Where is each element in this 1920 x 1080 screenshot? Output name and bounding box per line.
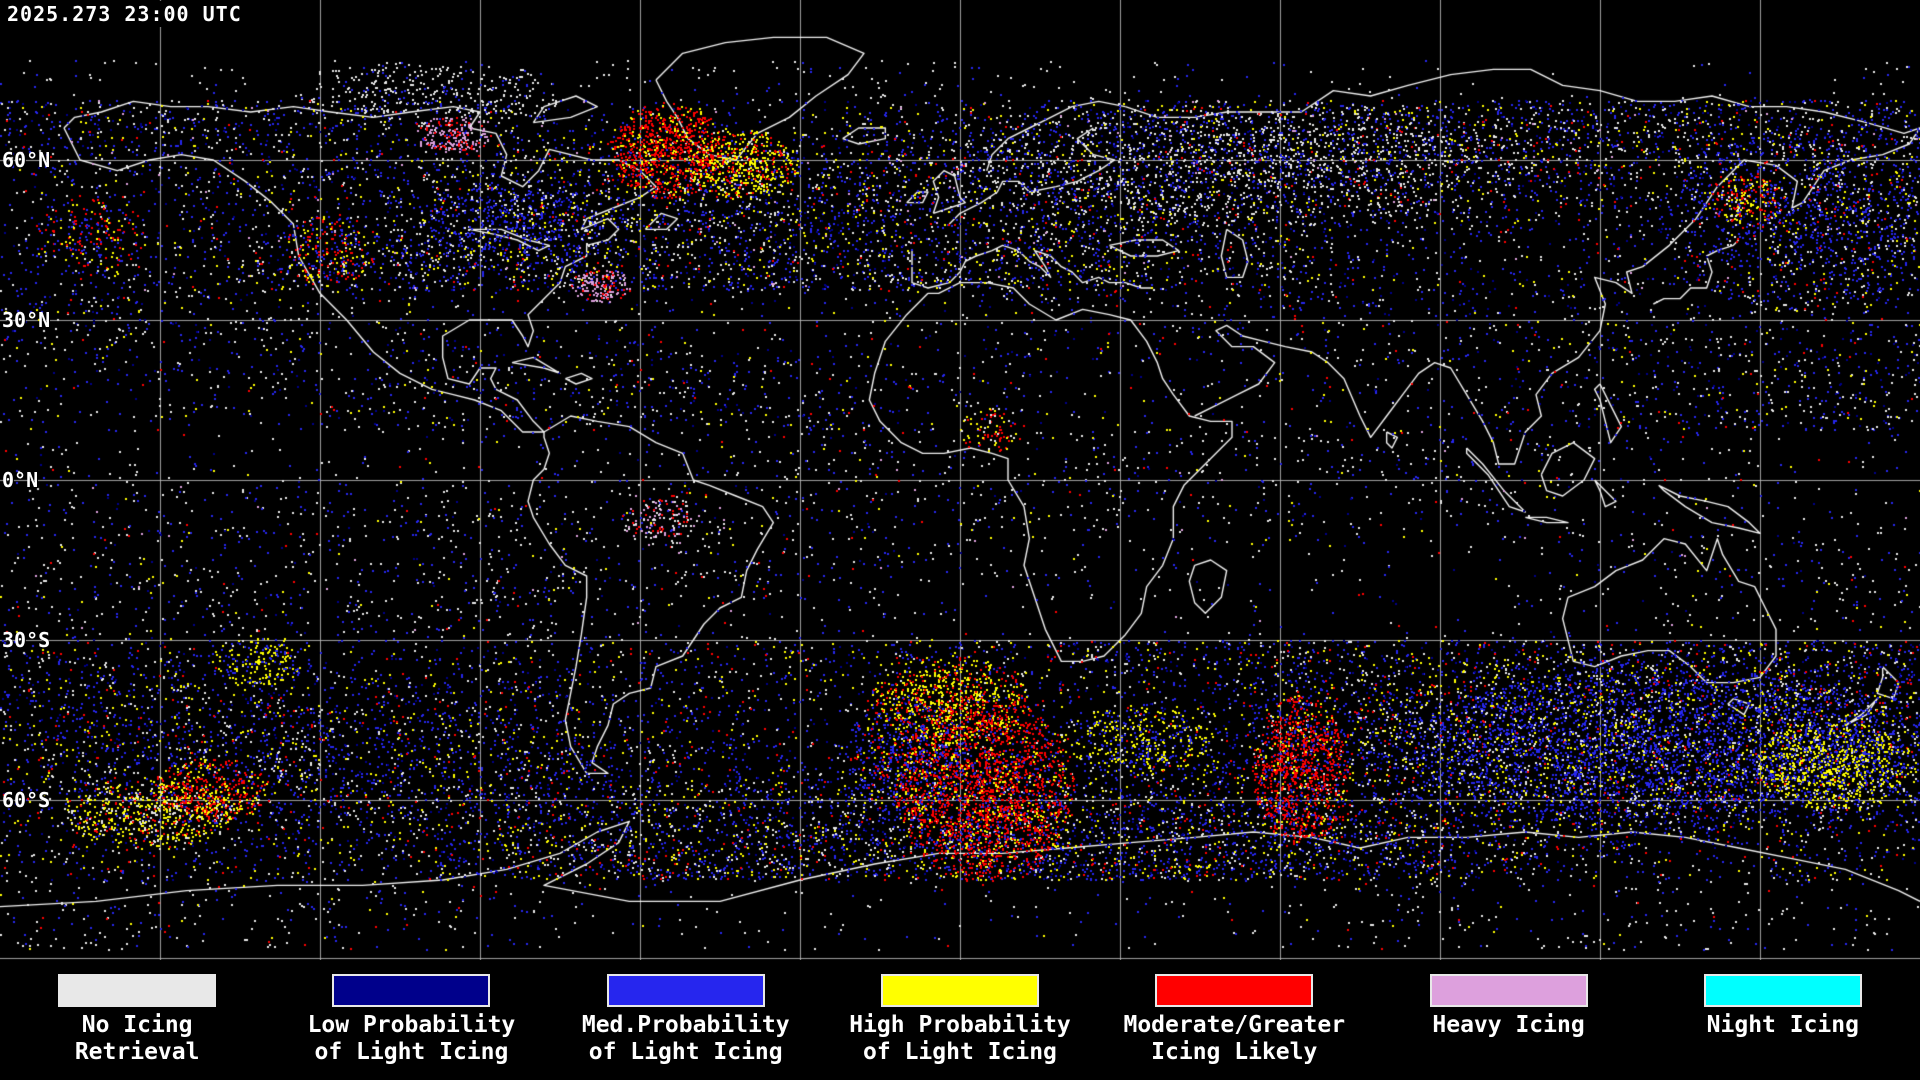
legend-swatch-heavy-icing	[1429, 974, 1588, 1007]
legend-item-night-icing: Night Icing	[1646, 960, 1920, 1080]
legend-swatch-night-icing	[1703, 974, 1862, 1007]
legend-item-high-probability: High Probability of Light Icing	[823, 960, 1097, 1080]
legend-label: Med.Probability	[581, 1012, 790, 1038]
legend-label: No Icing	[81, 1012, 193, 1038]
legend-label: of Light Icing	[588, 1039, 783, 1065]
legend-swatch-low-probability	[332, 974, 491, 1007]
legend-label: Retrieval	[74, 1039, 200, 1065]
legend-label: Moderate/Greater	[1123, 1012, 1346, 1038]
legend-item-heavy-icing: Heavy Icing	[1371, 960, 1645, 1080]
legend: No Icing Retrieval Low Probability of Li…	[0, 960, 1920, 1080]
latitude-label-30s: 30°S	[2, 628, 51, 652]
icing-probability-map: 2025.273 23:00 UTC 60°N 30°N 0°N 30°S 60…	[0, 0, 1920, 960]
icing-map-canvas	[0, 0, 1920, 960]
legend-label: High Probability	[849, 1012, 1071, 1038]
legend-swatch-moderate-greater	[1155, 974, 1314, 1007]
legend-label: Heavy Icing	[1432, 1012, 1585, 1038]
legend-label: of Light Icing	[863, 1039, 1057, 1065]
latitude-label-30n: 30°N	[2, 308, 51, 332]
legend-swatch-med-probability	[606, 974, 765, 1007]
latitude-label-60s: 60°S	[2, 788, 51, 812]
legend-item-low-probability: Low Probability of Light Icing	[274, 960, 548, 1080]
legend-item-no-icing-retrieval: No Icing Retrieval	[0, 960, 274, 1080]
legend-swatch-high-probability	[880, 974, 1039, 1007]
legend-label: Low Probability	[307, 1012, 516, 1038]
legend-label: Night Icing	[1706, 1012, 1859, 1038]
legend-item-moderate-greater: Moderate/Greater Icing Likely	[1097, 960, 1371, 1080]
legend-swatch-no-icing	[58, 974, 217, 1007]
legend-label: Icing Likely	[1151, 1039, 1318, 1065]
legend-item-med-probability: Med.Probability of Light Icing	[549, 960, 823, 1080]
legend-label: of Light Icing	[314, 1039, 509, 1065]
timestamp-label: 2025.273 23:00 UTC	[4, 1, 245, 27]
latitude-label-60n: 60°N	[2, 148, 51, 172]
latitude-label-0n: 0°N	[2, 468, 39, 492]
